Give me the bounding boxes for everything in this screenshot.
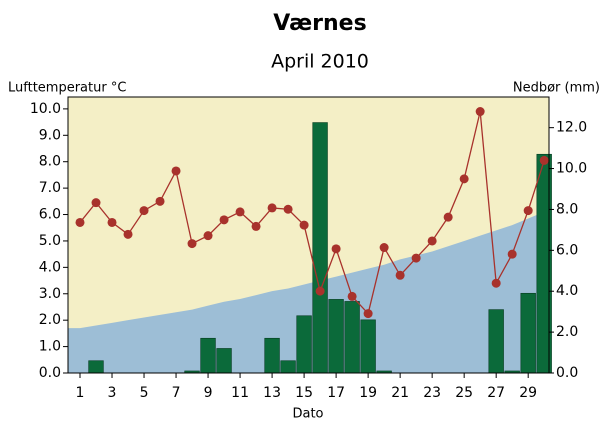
bar: [488, 309, 504, 374]
temperature-marker: [283, 204, 293, 214]
temperature-marker: [267, 203, 277, 213]
temperature-marker: [171, 166, 181, 176]
y-tick-label: 6.0: [39, 207, 61, 223]
y2-tick-label: 10.0: [556, 161, 587, 177]
temperature-marker: [91, 198, 101, 208]
y2-tick-label: 2.0: [556, 324, 578, 340]
y-tick-label: 2.0: [39, 312, 61, 328]
bar: [88, 360, 104, 374]
temperature-marker: [75, 217, 85, 227]
chart-title: Værnes: [273, 11, 366, 36]
bar: [520, 292, 536, 374]
x-tick-label: 25: [455, 385, 473, 401]
temperature-marker: [363, 309, 373, 319]
x-tick-label: 19: [359, 385, 377, 401]
y-tick-label: 0.0: [39, 365, 61, 381]
x-tick-label: 5: [140, 385, 149, 401]
x-tick-label: 17: [327, 385, 345, 401]
temperature-marker: [123, 229, 133, 239]
bar: [344, 301, 360, 374]
bar: [280, 360, 296, 374]
bar: [360, 319, 376, 374]
temperature-marker: [187, 239, 197, 249]
x-tick-label: 1: [76, 385, 85, 401]
x-tick-label: 3: [108, 385, 117, 401]
y-tick-label: 8.0: [39, 154, 61, 170]
temperature-marker: [219, 215, 229, 225]
temperature-marker: [539, 155, 549, 165]
temperature-marker: [475, 107, 485, 117]
plot-frame: [67, 96, 550, 374]
x-tick-label: 21: [391, 385, 409, 401]
y-tick-label: 9.0: [39, 127, 61, 143]
x-tick-label: 7: [172, 385, 181, 401]
y-tick-label: 5.0: [39, 233, 61, 249]
bar: [312, 122, 328, 374]
y2-axis-label: Nedbør (mm): [513, 81, 600, 96]
y2-tick-label: 0.0: [556, 365, 578, 381]
temperature-marker: [507, 249, 517, 259]
y-axis-label: Lufttemperatur °C: [8, 81, 126, 96]
x-tick-label: 9: [204, 385, 213, 401]
y-tick-label: 7.0: [39, 180, 61, 196]
temperature-marker: [203, 231, 213, 241]
temperature-marker: [379, 243, 389, 253]
x-tick-label: 11: [231, 385, 249, 401]
temperature-marker: [395, 270, 405, 280]
x-tick-label: 29: [519, 385, 537, 401]
temperature-marker: [427, 236, 437, 246]
y2-tick-label: 4.0: [556, 283, 578, 299]
bar: [216, 348, 232, 374]
temperature-marker: [459, 174, 469, 184]
bar: [296, 315, 312, 374]
temperature-marker: [347, 291, 357, 301]
x-tick-label: 15: [295, 385, 313, 401]
y-tick-label: 3.0: [39, 286, 61, 302]
y2-tick-label: 12.0: [556, 120, 587, 136]
x-axis-label: Dato: [292, 407, 323, 422]
x-tick-label: 23: [423, 385, 441, 401]
bar: [328, 299, 344, 374]
y2-tick-label: 6.0: [556, 242, 578, 258]
temperature-marker: [155, 196, 165, 206]
x-tick-label: 27: [487, 385, 505, 401]
bar: [200, 337, 216, 374]
y-tick-label: 1.0: [39, 339, 61, 355]
temperature-marker: [251, 221, 261, 231]
temperature-marker: [299, 220, 309, 230]
y-tick-label: 10.0: [30, 101, 61, 117]
temperature-marker: [107, 217, 117, 227]
normal-area: [68, 211, 549, 373]
y2-tick-label: 8.0: [556, 201, 578, 217]
temperature-marker: [523, 206, 533, 216]
temperature-marker: [331, 244, 341, 254]
temperature-marker: [315, 286, 325, 296]
temperature-marker: [139, 206, 149, 216]
temperature-marker: [235, 207, 245, 217]
temperature-marker: [411, 253, 421, 263]
x-tick-label: 13: [263, 385, 281, 401]
bar: [264, 337, 280, 374]
y-tick-label: 4.0: [39, 259, 61, 275]
temperature-marker: [443, 212, 453, 222]
temperature-marker: [491, 278, 501, 288]
chart-subtitle: April 2010: [271, 51, 369, 73]
